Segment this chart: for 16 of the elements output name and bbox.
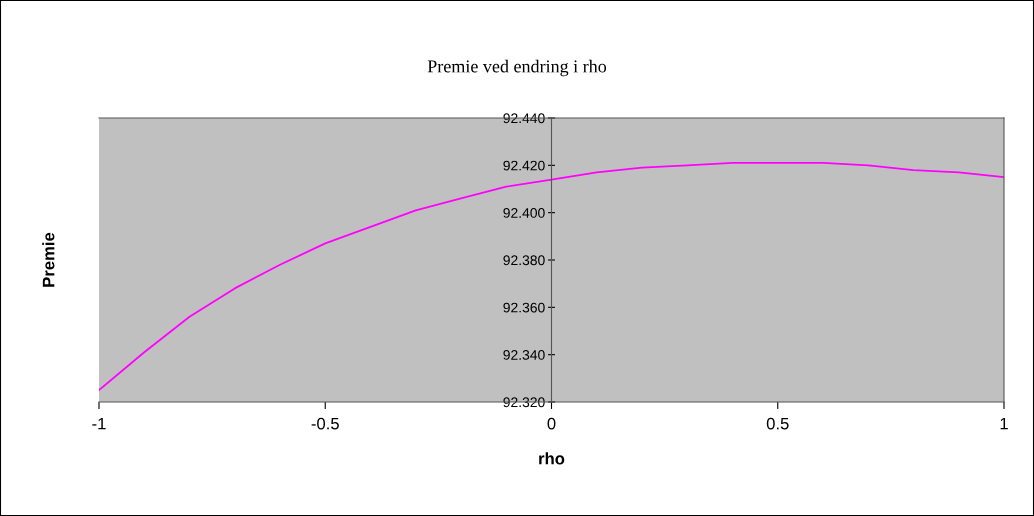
chart-title: Premie ved endring i rho	[427, 59, 607, 77]
x-tick-label: -0.5	[311, 417, 339, 430]
x-axis-title: rho	[539, 452, 565, 465]
y-axis-title: Premie	[42, 232, 55, 287]
y-tick-label: 92.340	[503, 350, 545, 360]
y-tick-label: 92.400	[503, 208, 545, 218]
y-tick-label: 92.380	[503, 255, 545, 266]
x-tick-label: 1	[1000, 417, 1008, 430]
x-tick-label: 0	[547, 417, 556, 430]
y-tick-label: 92.360	[503, 302, 545, 313]
y-tick-label: 92.320	[503, 397, 545, 408]
y-tick-label: 92.440	[503, 113, 545, 124]
x-tick-label: -1	[92, 417, 106, 430]
line-series	[99, 162, 1004, 392]
x-tick-label: 0.5	[766, 417, 789, 430]
y-tick-label: 92.420	[503, 160, 545, 171]
